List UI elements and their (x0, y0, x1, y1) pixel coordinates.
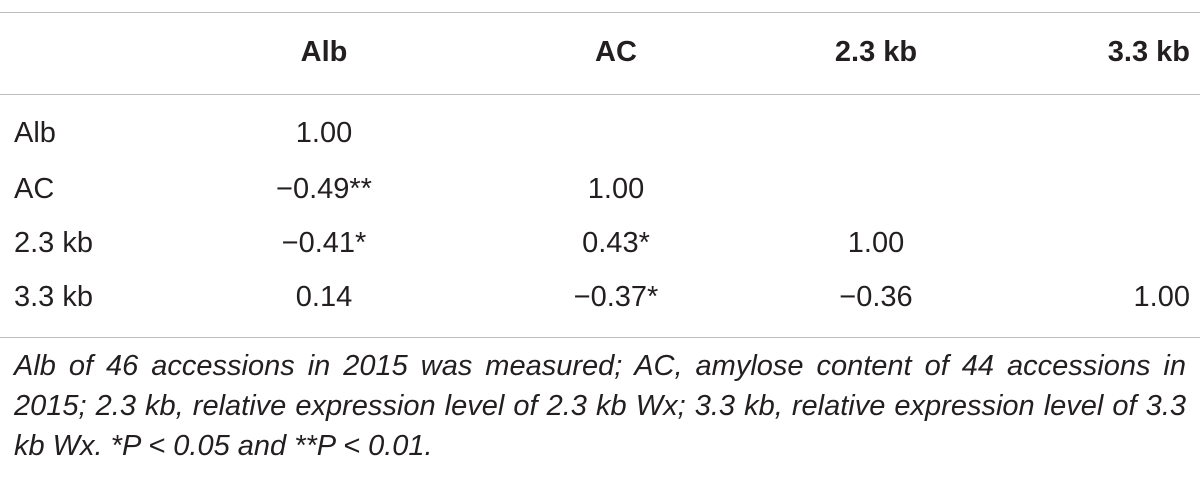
table-cell: 1.00 (295, 117, 353, 149)
table-cell: 0.14 (295, 281, 353, 313)
row-label-3-3kb: 3.3 kb (14, 281, 93, 313)
table-top-rule (0, 12, 1200, 13)
table-cell: 1.00 (587, 173, 645, 205)
table-cell: 1.00 (1133, 281, 1190, 313)
table-footnote: Alb of 46 accessions in 2015 was measure… (14, 350, 1186, 462)
table-bottom-rule (0, 337, 1200, 338)
header-rule (0, 94, 1200, 95)
column-header-3-3kb: 3.3 kb (1107, 36, 1190, 68)
table-cell: −0.36 (839, 281, 913, 313)
column-header-alb: Alb (300, 36, 348, 68)
row-label-alb: Alb (14, 117, 56, 149)
table-cell: 0.43* (582, 227, 650, 259)
column-header-ac: AC (595, 36, 637, 68)
column-header-2-3kb: 2.3 kb (834, 36, 918, 68)
row-label-2-3kb: 2.3 kb (14, 227, 93, 259)
table-cell: −0.49** (276, 173, 372, 205)
table-cell: 1.00 (847, 227, 905, 259)
table-cell: −0.37* (573, 281, 659, 313)
table-cell: −0.41* (281, 227, 367, 259)
row-label-ac: AC (14, 173, 55, 205)
